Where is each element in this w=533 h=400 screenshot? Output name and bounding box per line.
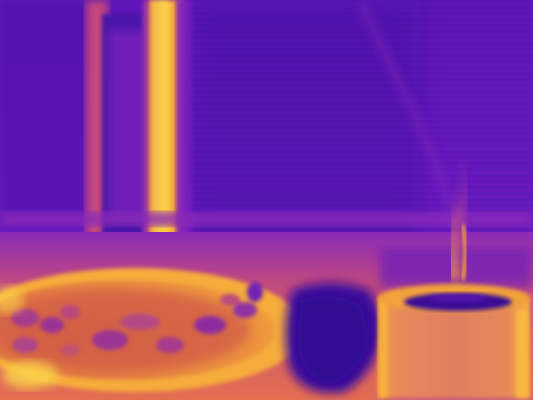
back-edge bbox=[0, 212, 533, 226]
steam-core bbox=[459, 224, 469, 281]
rising-steam bbox=[446, 148, 472, 282]
tray-item bbox=[40, 317, 64, 333]
tray-item bbox=[11, 309, 39, 327]
post-right-shadow bbox=[176, 0, 192, 245]
tray-item bbox=[247, 282, 263, 302]
tray-hot-spot bbox=[0, 286, 24, 314]
dark-cloth-core bbox=[298, 296, 370, 385]
left-dark-panel bbox=[0, 0, 90, 225]
cylindrical-cup bbox=[378, 298, 530, 398]
tray-item bbox=[120, 314, 160, 330]
cup-right-edge bbox=[516, 310, 528, 398]
tray-item bbox=[156, 337, 184, 353]
tray-items bbox=[11, 282, 263, 356]
tray-item bbox=[220, 294, 240, 306]
post-hot-core bbox=[150, 0, 168, 240]
cup-liquid-highlight bbox=[428, 294, 488, 302]
tray-item bbox=[12, 337, 38, 353]
tray-item bbox=[233, 302, 257, 318]
post-inner-texture bbox=[108, 30, 148, 220]
tray-item bbox=[60, 305, 80, 319]
cup-left-edge bbox=[378, 298, 388, 398]
tray-item bbox=[92, 330, 128, 350]
tray-hot-spot bbox=[2, 361, 58, 389]
tray-item bbox=[194, 316, 226, 334]
tray-item bbox=[60, 344, 80, 356]
